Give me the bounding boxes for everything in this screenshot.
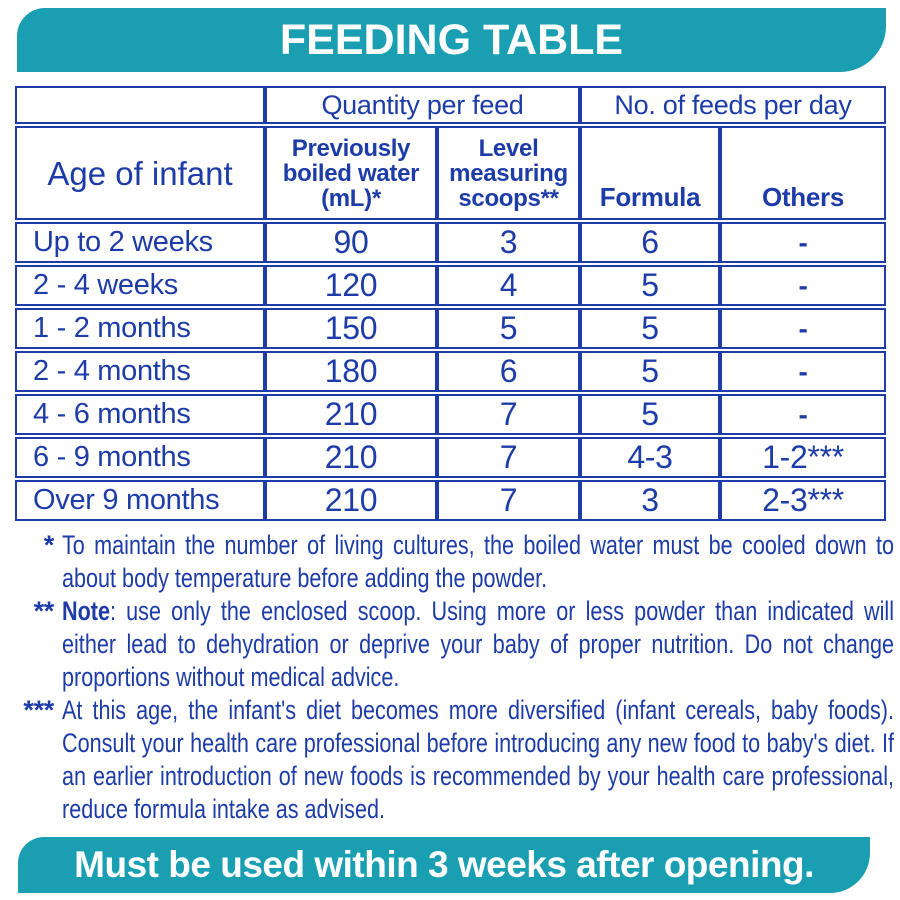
feeding-table: Quantity per feed No. of feeds per day A… [15,84,886,523]
footnote-diversified-diet: *** At this age, the infant's diet becom… [0,694,900,826]
scoops-cell: 7 [437,394,580,435]
table-row: 1 - 2 months 150 5 5 - [15,308,886,349]
others-cell: 2-3*** [720,480,886,521]
scoops-cell: 7 [437,480,580,521]
age-cell: 1 - 2 months [15,308,265,349]
others-cell: - [720,265,886,306]
table-group-header-row: Quantity per feed No. of feeds per day [15,86,886,124]
scoops-cell: 7 [437,437,580,478]
age-cell: 6 - 9 months [15,437,265,478]
formula-cell: 6 [580,222,720,263]
water-cell: 180 [265,351,437,392]
footnote-text-body: : use only the enclosed scoop. Using mor… [62,596,894,692]
column-header-others: Others [720,126,886,220]
footnote-text: Note: use only the enclosed scoop. Using… [62,595,894,694]
others-cell: - [720,308,886,349]
formula-cell: 4-3 [580,437,720,478]
scoops-cell: 5 [437,308,580,349]
water-cell: 120 [265,265,437,306]
footnote-marker: *** [23,695,54,725]
others-cell: - [720,222,886,263]
footnote-text-body: At this age, the infant's diet becomes m… [62,695,894,824]
table-row: 2 - 4 months 180 6 5 - [15,351,886,392]
column-header-scoops: Level measuring scoops** [437,126,580,220]
group-header-feeds: No. of feeds per day [580,86,886,124]
table-row: 6 - 9 months 210 7 4-3 1-2*** [15,437,886,478]
formula-cell: 3 [580,480,720,521]
footnote-marker: ** [33,596,55,626]
feeding-table-banner: FEEDING TABLE [17,8,886,72]
usage-warning-text: Must be used within 3 weeks after openin… [74,844,814,885]
page-title: FEEDING TABLE [279,16,624,64]
footnote-text-body: To maintain the number of living culture… [62,530,894,593]
water-cell: 90 [265,222,437,263]
formula-cell: 5 [580,308,720,349]
table-row: 4 - 6 months 210 7 5 - [15,394,886,435]
scoops-cell: 6 [437,351,580,392]
water-cell: 210 [265,437,437,478]
age-cell: Up to 2 weeks [15,222,265,263]
footnote-bold-prefix: Note [62,596,110,626]
age-cell: Over 9 months [15,480,265,521]
table-row: 2 - 4 weeks 120 4 5 - [15,265,886,306]
formula-cell: 5 [580,265,720,306]
usage-warning-banner: Must be used within 3 weeks after openin… [18,837,870,893]
water-cell: 150 [265,308,437,349]
footnote-text: At this age, the infant's diet becomes m… [62,694,894,826]
water-cell: 210 [265,394,437,435]
footnote-scoop-note: ** Note: use only the enclosed scoop. Us… [0,595,900,694]
empty-corner-cell [15,86,265,124]
formula-cell: 5 [580,394,720,435]
footnote-text: To maintain the number of living culture… [62,529,894,595]
others-cell: - [720,394,886,435]
formula-cell: 5 [580,351,720,392]
column-header-age: Age of infant [15,126,265,220]
scoops-cell: 3 [437,222,580,263]
age-cell: 2 - 4 months [15,351,265,392]
others-cell: 1-2*** [720,437,886,478]
age-cell: 4 - 6 months [15,394,265,435]
footnote-marker: * [43,530,55,560]
table-row: Up to 2 weeks 90 3 6 - [15,222,886,263]
age-cell: 2 - 4 weeks [15,265,265,306]
group-header-quantity: Quantity per feed [265,86,580,124]
column-header-water: Previously boiled water (mL)* [265,126,437,220]
footnote-boiled-water: * To maintain the number of living cultu… [0,529,900,595]
others-cell: - [720,351,886,392]
table-row: Over 9 months 210 7 3 2-3*** [15,480,886,521]
column-header-formula: Formula [580,126,720,220]
scoops-cell: 4 [437,265,580,306]
footnotes: * To maintain the number of living cultu… [0,529,900,826]
table-column-header-row: Age of infant Previously boiled water (m… [15,126,886,220]
water-cell: 210 [265,480,437,521]
